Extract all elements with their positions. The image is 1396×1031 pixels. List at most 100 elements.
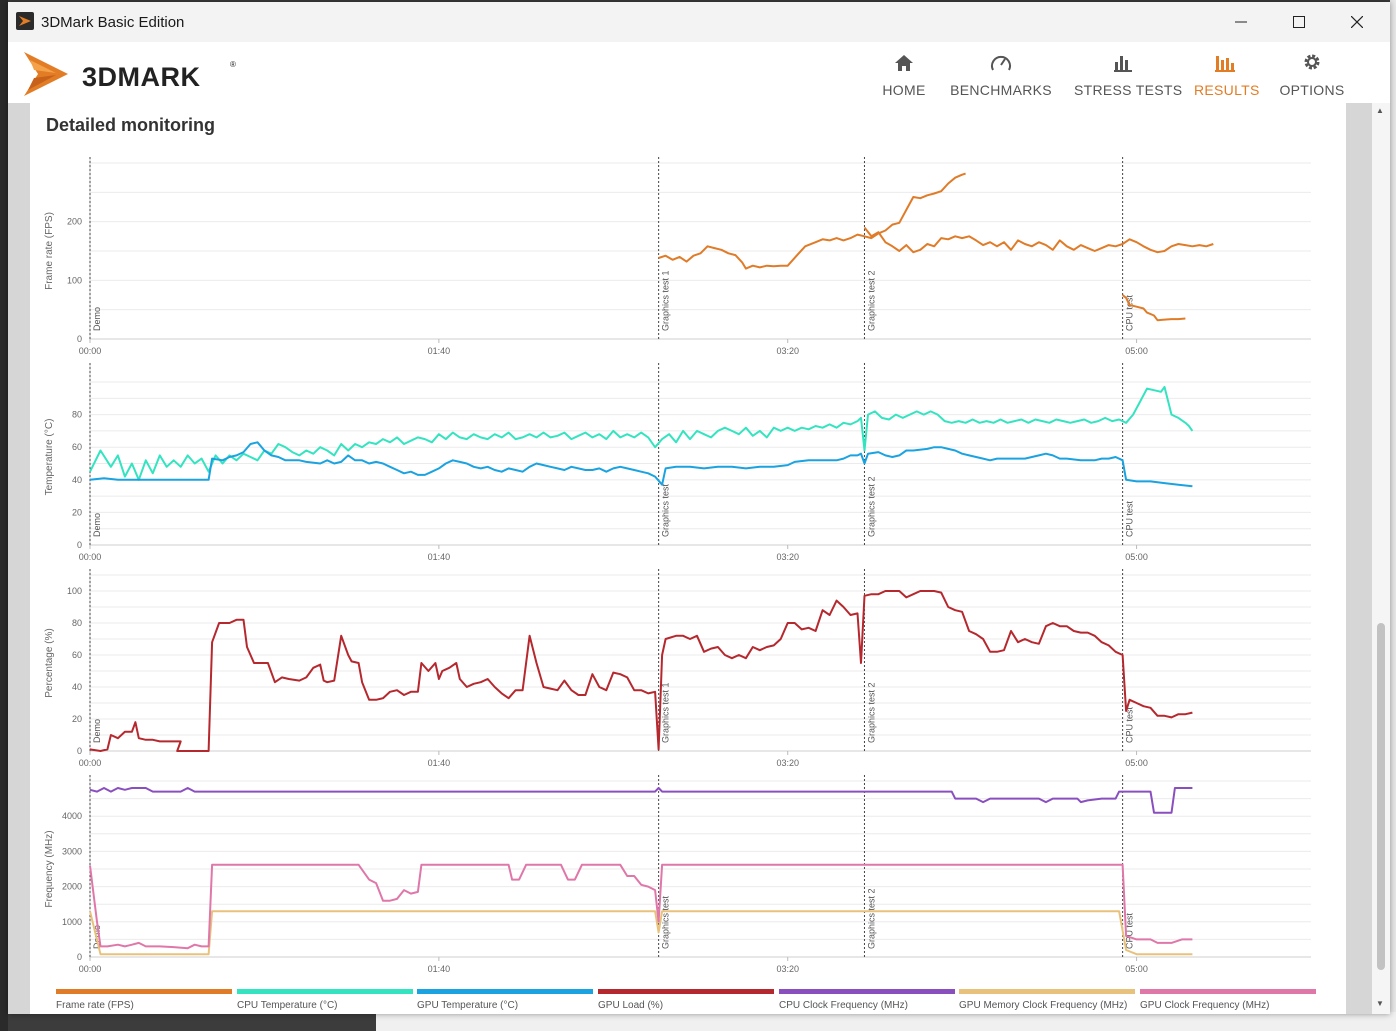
legend-item-gpu-clock[interactable]: GPU Clock Frequency (MHz)	[1140, 989, 1316, 1011]
y-tick-label: 4000	[62, 811, 82, 821]
x-tick-label: 05:00	[1125, 346, 1148, 356]
y-tick-label: 60	[72, 650, 82, 660]
bar-chart-icon	[1114, 56, 1132, 72]
x-tick-label: 03:20	[776, 964, 799, 974]
test-marker-label: CPU test	[1125, 500, 1135, 537]
y-tick-label: 40	[72, 682, 82, 692]
x-tick-label: 00:00	[79, 552, 102, 562]
y-tick-label: 100	[67, 275, 82, 285]
panel-title: Detailed monitoring	[46, 115, 216, 135]
minimize-button[interactable]	[1212, 2, 1270, 42]
detailed-monitoring-panel: Detailed monitoring 0 100 200 00:00 01:40 03:…	[30, 103, 1346, 1014]
app-header: 3DMARK ® HOME BENCHMARKS STRESS TESTS RE…	[8, 42, 1390, 103]
legend-item-gpu-temperature[interactable]: GPU Temperature (°C)	[417, 989, 593, 1011]
legend-label: Frame rate (FPS)	[56, 1000, 134, 1011]
y-tick-label: 0	[77, 540, 82, 550]
nav-stress-tests-label: STRESS TESTS	[1074, 82, 1183, 98]
legend-swatch	[1140, 989, 1316, 994]
scroll-up-arrow-icon[interactable]: ▲	[1376, 106, 1384, 115]
desktop-background-bottom	[376, 1012, 1396, 1031]
logo-icon	[24, 52, 68, 96]
series-line	[89, 787, 1193, 814]
maximize-button[interactable]	[1270, 2, 1328, 42]
legend-label: CPU Temperature (°C)	[237, 1000, 338, 1011]
legend-swatch	[779, 989, 955, 994]
x-tick-label: 00:00	[79, 346, 102, 356]
legend-swatch	[959, 989, 1135, 994]
y-tick-label: 200	[67, 217, 82, 227]
vertical-scrollbar[interactable]: ▲ ▼	[1372, 103, 1390, 1014]
y-axis-label: Frequency (MHz)	[44, 830, 55, 907]
y-tick-label: 100	[67, 586, 82, 596]
nav-results-label: RESULTS	[1194, 82, 1260, 98]
minimize-icon	[1235, 21, 1247, 23]
test-marker-label: Graphics test 2	[866, 682, 876, 743]
logo-text: 3DMARK	[82, 62, 201, 92]
nav-benchmarks-label: BENCHMARKS	[950, 82, 1052, 98]
y-tick-label: 20	[72, 507, 82, 517]
x-tick-label: 05:00	[1125, 552, 1148, 562]
y-tick-label: 2000	[62, 882, 82, 892]
nav-home[interactable]: HOME	[880, 48, 928, 98]
test-marker-label: Graphics test	[661, 483, 671, 537]
test-marker-label: Demo	[92, 307, 102, 331]
legend-item-gpu-load[interactable]: GPU Load (%)	[598, 989, 774, 1011]
y-tick-label: 60	[72, 442, 82, 452]
nav-home-label: HOME	[882, 82, 926, 98]
legend-label: GPU Temperature (°C)	[417, 1000, 519, 1011]
desktop-background-right	[1390, 0, 1396, 1031]
x-tick-label: 03:20	[776, 346, 799, 356]
series-line	[89, 863, 1193, 950]
x-tick-label: 01:40	[428, 346, 451, 356]
nav-stress-tests[interactable]: STRESS TESTS	[1074, 48, 1183, 98]
test-marker-label: Graphics test 2	[866, 888, 876, 949]
y-tick-label: 80	[72, 618, 82, 628]
home-icon	[895, 55, 913, 71]
x-tick-label: 00:00	[79, 758, 102, 768]
y-tick-label: 3000	[62, 846, 82, 856]
legend-label: CPU Clock Frequency (MHz)	[779, 1000, 908, 1011]
nav-results[interactable]: RESULTS	[1194, 48, 1260, 98]
series-line	[89, 590, 1193, 752]
y-tick-label: 0	[77, 746, 82, 756]
legend-label: GPU Load (%)	[598, 1000, 664, 1011]
desktop-background-left	[0, 0, 8, 1031]
close-button[interactable]	[1328, 2, 1386, 42]
scroll-down-arrow-icon[interactable]: ▼	[1376, 999, 1384, 1008]
window-title: 3DMark Basic Edition	[41, 14, 185, 31]
y-tick-label: 40	[72, 475, 82, 485]
y-tick-label: 1000	[62, 917, 82, 927]
legend-item-gpu-memory-clock[interactable]: GPU Memory Clock Frequency (MHz)	[959, 989, 1135, 1011]
series-line	[89, 910, 1193, 956]
legend-item-cpu-temperature[interactable]: CPU Temperature (°C)	[237, 989, 413, 1011]
x-tick-label: 03:20	[776, 552, 799, 562]
legend-item-cpu-clock[interactable]: CPU Clock Frequency (MHz)	[779, 989, 955, 1011]
x-tick-label: 01:40	[428, 552, 451, 562]
y-axis-label: Frame rate (FPS)	[44, 212, 55, 290]
x-tick-label: 01:40	[428, 758, 451, 768]
test-marker-label: Graphics test 2	[866, 476, 876, 537]
legend-label: GPU Clock Frequency (MHz)	[1140, 1000, 1270, 1011]
x-tick-label: 01:40	[428, 964, 451, 974]
nav-benchmarks[interactable]: BENCHMARKS	[950, 48, 1052, 98]
series-line	[89, 441, 1193, 488]
series-line	[863, 226, 1214, 254]
scroll-thumb[interactable]	[1377, 623, 1385, 970]
nav-options-label: OPTIONS	[1279, 82, 1345, 98]
x-tick-label: 05:00	[1125, 758, 1148, 768]
nav-options[interactable]: OPTIONS	[1278, 48, 1346, 98]
maximize-icon	[1293, 16, 1305, 28]
test-marker-label: Graphics test 2	[866, 270, 876, 331]
y-tick-label: 0	[77, 334, 82, 344]
y-tick-label: 20	[72, 714, 82, 724]
test-marker-label: CPU test	[1125, 706, 1135, 743]
x-tick-label: 00:00	[79, 964, 102, 974]
x-tick-label: 05:00	[1125, 964, 1148, 974]
title-bar: 3DMark Basic Edition	[8, 2, 1390, 42]
legend-item-frame-rate[interactable]: Frame rate (FPS)	[56, 989, 232, 1011]
test-marker-label: CPU test	[1125, 294, 1135, 331]
series-line	[1121, 294, 1186, 322]
legend-swatch	[598, 989, 774, 994]
gear-icon	[1304, 54, 1320, 70]
legend-swatch	[237, 989, 413, 994]
